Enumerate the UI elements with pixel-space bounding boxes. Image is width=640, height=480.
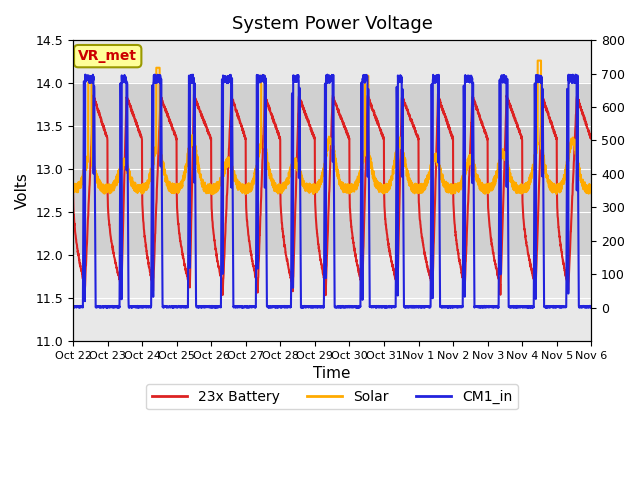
Y-axis label: Volts: Volts	[15, 172, 30, 209]
Title: System Power Voltage: System Power Voltage	[232, 15, 433, 33]
Legend: 23x Battery, Solar, CM1_in: 23x Battery, Solar, CM1_in	[147, 384, 518, 409]
Bar	[73, 83, 591, 255]
Text: VR_met: VR_met	[78, 49, 137, 63]
X-axis label: Time: Time	[314, 366, 351, 382]
